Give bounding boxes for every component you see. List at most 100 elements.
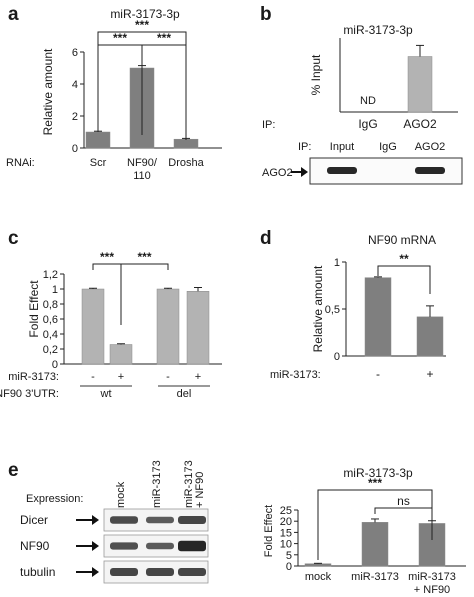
panel-b-blot-ip-label: IP:	[298, 141, 311, 153]
d-significance-bracket	[377, 265, 431, 294]
e-significance-bracket	[374, 507, 433, 514]
panel-a-ylabel: Relative amount	[41, 48, 55, 135]
panel-e-ylabel: Fold Effect	[263, 505, 275, 557]
d-category-label: +	[426, 367, 433, 381]
panel-b-row-label: IP:	[262, 119, 275, 131]
b-bar	[407, 56, 433, 113]
a-bar	[173, 138, 199, 149]
e-category-label: miR-3173 + NF90	[408, 571, 456, 596]
c-ytick-label: 0,2	[43, 344, 58, 356]
panel-d-title: NF90 mRNA	[368, 233, 436, 247]
e-blot-lane-label: miR-3173+ NF90	[183, 460, 206, 508]
e-blot-row-label: tubulin	[20, 565, 55, 579]
e-blot-band	[146, 542, 174, 550]
d-category-label: -	[376, 367, 380, 381]
c-mir-sign: -	[91, 371, 95, 383]
c-ytick-label: 1,2	[43, 269, 58, 281]
e-blot-row-label: Dicer	[20, 513, 48, 527]
b-category-label: IgG	[358, 117, 377, 131]
d-bar	[416, 316, 444, 357]
c-significance-label: ***	[100, 250, 114, 264]
panel-a: a miR-3173-3p Relative amount RNAi:	[6, 4, 180, 169]
e-blot-row-label: NF90	[20, 539, 50, 553]
d-ytick-label: 0	[334, 351, 340, 363]
c-mir-sign: +	[118, 371, 124, 383]
e-significance-bracket	[317, 489, 433, 560]
a-significance-label: ***	[157, 31, 171, 45]
b-blot-lane-label: IgG	[379, 141, 397, 153]
c-ytick-label: 0,8	[43, 299, 58, 311]
c-ytick-label: 0,4	[43, 329, 58, 341]
e-blot-lane-label: miR-3173	[151, 460, 163, 508]
arrow-icon	[291, 167, 308, 177]
a-ytick-label: 4	[72, 79, 78, 91]
c-bar	[109, 344, 133, 365]
e-blot-band	[178, 568, 206, 576]
b-blot-lane-label: AGO2	[415, 141, 446, 153]
e-blot-band	[146, 568, 174, 576]
c-mir-sign: +	[195, 371, 201, 383]
e-ytick-label: 25	[280, 505, 292, 517]
panel-c-group-wt: wt	[100, 388, 112, 400]
c-ytick-label: 1	[52, 284, 58, 296]
e-ytick-label: 15	[280, 527, 292, 539]
c-bar	[186, 291, 210, 365]
b-category-label: AGO2	[403, 117, 437, 131]
a-significance-bracket	[97, 31, 187, 140]
c-significance-label: ***	[137, 250, 151, 264]
d-ytick-label: 1	[334, 257, 340, 269]
panel-e-label: e	[8, 460, 19, 481]
e-blot-band	[110, 516, 138, 524]
c-mir-sign: -	[166, 371, 170, 383]
d-bar	[364, 277, 392, 357]
a-significance-label: ***	[113, 31, 127, 45]
a-category-label: Scr	[90, 157, 107, 169]
e-blot-band	[178, 540, 206, 552]
a-significance-label: ***	[135, 18, 149, 32]
panel-c-group-del: del	[177, 388, 192, 400]
c-significance-bracket	[120, 263, 169, 325]
panel-e-title: miR-3173-3p	[343, 466, 413, 480]
panel-c: c Fold Effect miR-3173: NF90 3'UTR: wt d…	[0, 228, 210, 400]
panel-b-label: b	[260, 4, 272, 25]
c-ytick-label: 0	[52, 359, 58, 371]
e-category-label: miR-3173	[351, 571, 399, 583]
panel-c-row1-label: miR-3173:	[8, 371, 59, 383]
a-ytick-label: 2	[72, 111, 78, 123]
panel-a-label: a	[8, 4, 19, 25]
a-bar	[85, 131, 111, 149]
panel-d-ylabel: Relative amount	[311, 265, 325, 352]
a-ytick-label: 0	[72, 143, 78, 155]
e-blot-lane-label: mock	[115, 481, 127, 508]
panel-b-title: miR-3173-3p	[343, 23, 413, 37]
c-bar	[156, 288, 180, 365]
a-ytick-label: 6	[72, 47, 78, 59]
arrow-icon	[92, 515, 99, 525]
e-blot-band	[178, 516, 206, 524]
panel-a-title: miR-3173-3p	[110, 7, 180, 21]
panel-c-ylabel: Fold Effect	[27, 280, 41, 338]
chart-marks: 0 2 4 6 Scr NF90/110 Drosha *** *** *** IgG AGO2 ND I…	[20, 18, 466, 596]
b-blot-lane-label: Input	[330, 141, 354, 153]
d-ytick-label: 0,5	[325, 304, 340, 316]
panel-d-row-label: miR-3173:	[270, 369, 321, 381]
e-ytick-label: 20	[280, 516, 292, 528]
e-significance-label: ***	[368, 476, 382, 490]
e-category-label: mock	[305, 571, 332, 583]
b-blot-band	[415, 167, 445, 174]
c-ytick-label: 0,6	[43, 314, 58, 326]
panel-a-row-label: RNAi:	[6, 157, 35, 169]
a-category-label: Drosha	[168, 157, 204, 169]
arrow-icon	[92, 567, 99, 577]
e-blot-band	[110, 542, 138, 550]
c-bar	[81, 288, 105, 365]
e-blot-band	[110, 568, 138, 576]
panel-c-label: c	[8, 228, 19, 249]
panel-b-blot-row-label: AGO2	[262, 167, 293, 179]
d-significance-label: **	[399, 252, 409, 266]
e-ytick-label: 5	[286, 550, 292, 562]
panel-c-row2-label: NF90 3'UTR:	[0, 388, 59, 400]
panel-d-label: d	[260, 228, 272, 249]
panel-e-blot-header: Expression:	[26, 493, 83, 505]
panel-b-ylabel: % Input	[309, 54, 323, 95]
